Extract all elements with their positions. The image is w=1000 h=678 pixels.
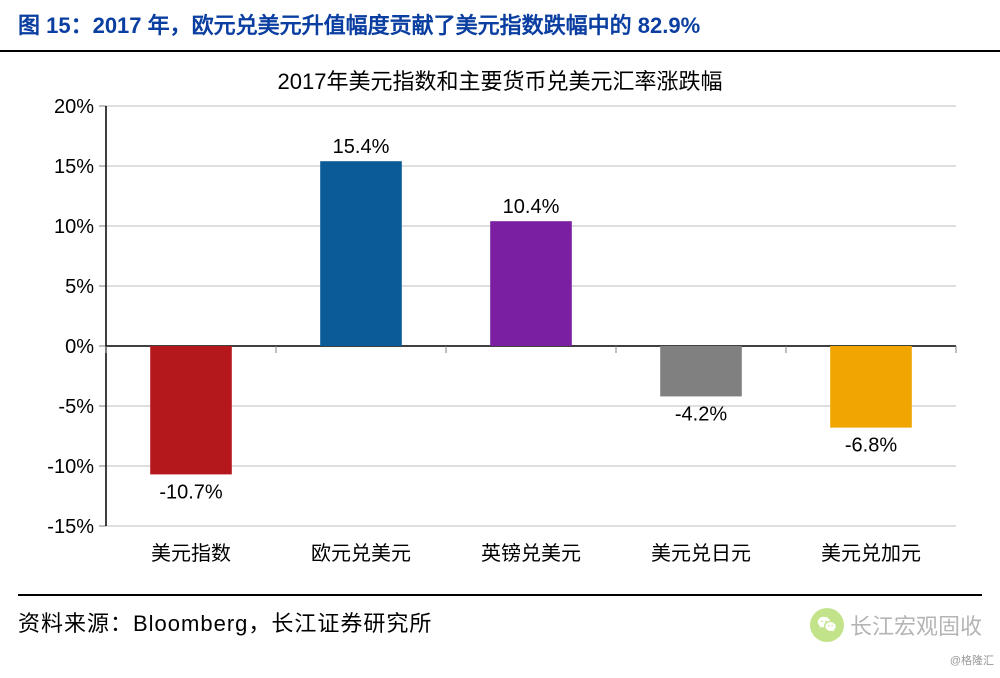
- svg-text:美元兑加元: 美元兑加元: [821, 542, 921, 565]
- svg-text:美元兑日元: 美元兑日元: [651, 542, 751, 565]
- chart-area: 2017年美元指数和主要货币兑美元汇率涨跌幅 -15%-10%-5%0%5%10…: [24, 58, 976, 588]
- svg-text:10.4%: 10.4%: [503, 196, 560, 218]
- svg-text:15%: 15%: [54, 156, 94, 178]
- svg-text:-5%: -5%: [58, 396, 94, 418]
- svg-text:英镑兑美元: 英镑兑美元: [481, 542, 581, 565]
- svg-text:-10%: -10%: [47, 456, 94, 478]
- source-text: 资料来源：Bloomberg，长江证券研究所: [18, 611, 432, 636]
- svg-text:20%: 20%: [54, 96, 94, 118]
- svg-text:15.4%: 15.4%: [333, 136, 390, 158]
- svg-text:-4.2%: -4.2%: [675, 403, 727, 425]
- svg-text:0%: 0%: [65, 336, 94, 358]
- svg-text:-15%: -15%: [47, 516, 94, 538]
- figure-title: 图 15：2017 年，欧元兑美元升值幅度贡献了美元指数跌幅中的 82.9%: [0, 0, 1000, 52]
- wechat-icon: [810, 608, 844, 642]
- figure-title-text: 图 15：2017 年，欧元兑美元升值幅度贡献了美元指数跌幅中的 82.9%: [18, 13, 700, 38]
- svg-text:美元指数: 美元指数: [151, 542, 231, 565]
- corner-attribution: @格隆汇: [950, 652, 994, 668]
- svg-text:-6.8%: -6.8%: [845, 435, 897, 457]
- svg-text:10%: 10%: [54, 216, 94, 238]
- watermark-text: 长江宏观固收: [850, 609, 982, 641]
- watermark: 长江宏观固收: [810, 608, 982, 642]
- svg-text:5%: 5%: [65, 276, 94, 298]
- bar-chart: -15% -10% -5% 0% 5% 10% 15% 20% -10.7% 美元指数 15.4% 欧…: [24, 58, 976, 586]
- svg-text:欧元兑美元: 欧元兑美元: [311, 542, 411, 565]
- svg-text:-10.7%: -10.7%: [159, 481, 223, 503]
